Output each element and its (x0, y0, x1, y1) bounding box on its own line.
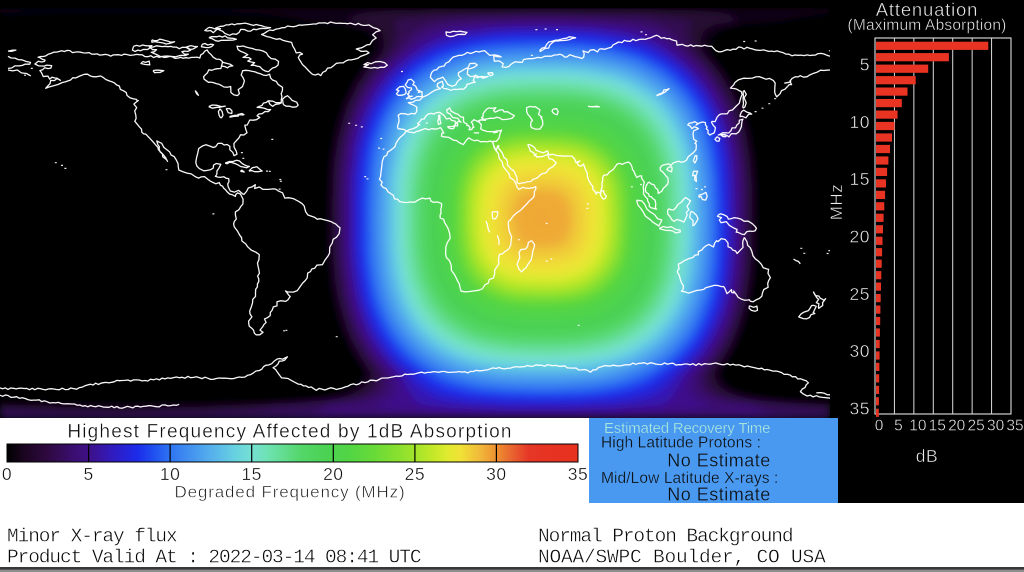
svg-text:Product Valid At : 2022-03-14: Product Valid At : 2022-03-14 08:41 UTC (7, 547, 421, 569)
svg-text:35: 35 (568, 464, 588, 484)
svg-text:20: 20 (948, 418, 966, 435)
svg-text:25: 25 (405, 464, 425, 484)
svg-text:No Estimate: No Estimate (667, 485, 771, 505)
svg-text:0: 0 (2, 464, 12, 484)
svg-text:30: 30 (486, 464, 506, 484)
svg-text:10: 10 (909, 418, 927, 435)
svg-text:Degraded Frequency (MHz): Degraded Frequency (MHz) (174, 483, 405, 502)
svg-text:MHz: MHz (827, 184, 846, 220)
svg-text:0: 0 (875, 418, 884, 435)
svg-text:25: 25 (967, 418, 984, 435)
svg-text:10: 10 (160, 464, 180, 484)
svg-text:15: 15 (241, 464, 261, 484)
svg-text:25: 25 (850, 284, 870, 304)
svg-text:Minor X-ray flux: Minor X-ray flux (7, 526, 177, 548)
svg-text:35: 35 (1006, 418, 1023, 435)
svg-text:Highest Frequency Affected by: Highest Frequency Affected by 1dB Absorp… (67, 422, 512, 443)
svg-text:dB: dB (916, 446, 938, 466)
svg-text:5: 5 (860, 55, 870, 75)
svg-text:20: 20 (323, 464, 343, 484)
svg-text:High Latitude Protons :: High Latitude Protons : (601, 435, 761, 452)
svg-text:(Maximum Absorption): (Maximum Absorption) (847, 17, 1006, 34)
svg-text:15: 15 (850, 169, 870, 189)
svg-text:20: 20 (850, 227, 870, 247)
svg-text:5: 5 (894, 418, 903, 435)
svg-text:NOAA/SWPC Boulder, CO USA: NOAA/SWPC Boulder, CO USA (538, 547, 826, 569)
svg-text:15: 15 (929, 418, 946, 435)
svg-text:No Estimate: No Estimate (667, 451, 771, 471)
svg-text:30: 30 (850, 341, 870, 361)
svg-text:Attenuation: Attenuation (876, 0, 978, 20)
svg-text:10: 10 (850, 112, 870, 132)
svg-text:35: 35 (850, 399, 870, 419)
svg-text:Mid/Low Latitude X-rays :: Mid/Low Latitude X-rays : (601, 470, 778, 487)
svg-text:5: 5 (83, 464, 93, 484)
svg-text:30: 30 (987, 418, 1005, 435)
svg-text:Estimated Recovery Time: Estimated Recovery Time (604, 420, 770, 437)
svg-text:Normal Proton Background: Normal Proton Background (538, 526, 792, 548)
